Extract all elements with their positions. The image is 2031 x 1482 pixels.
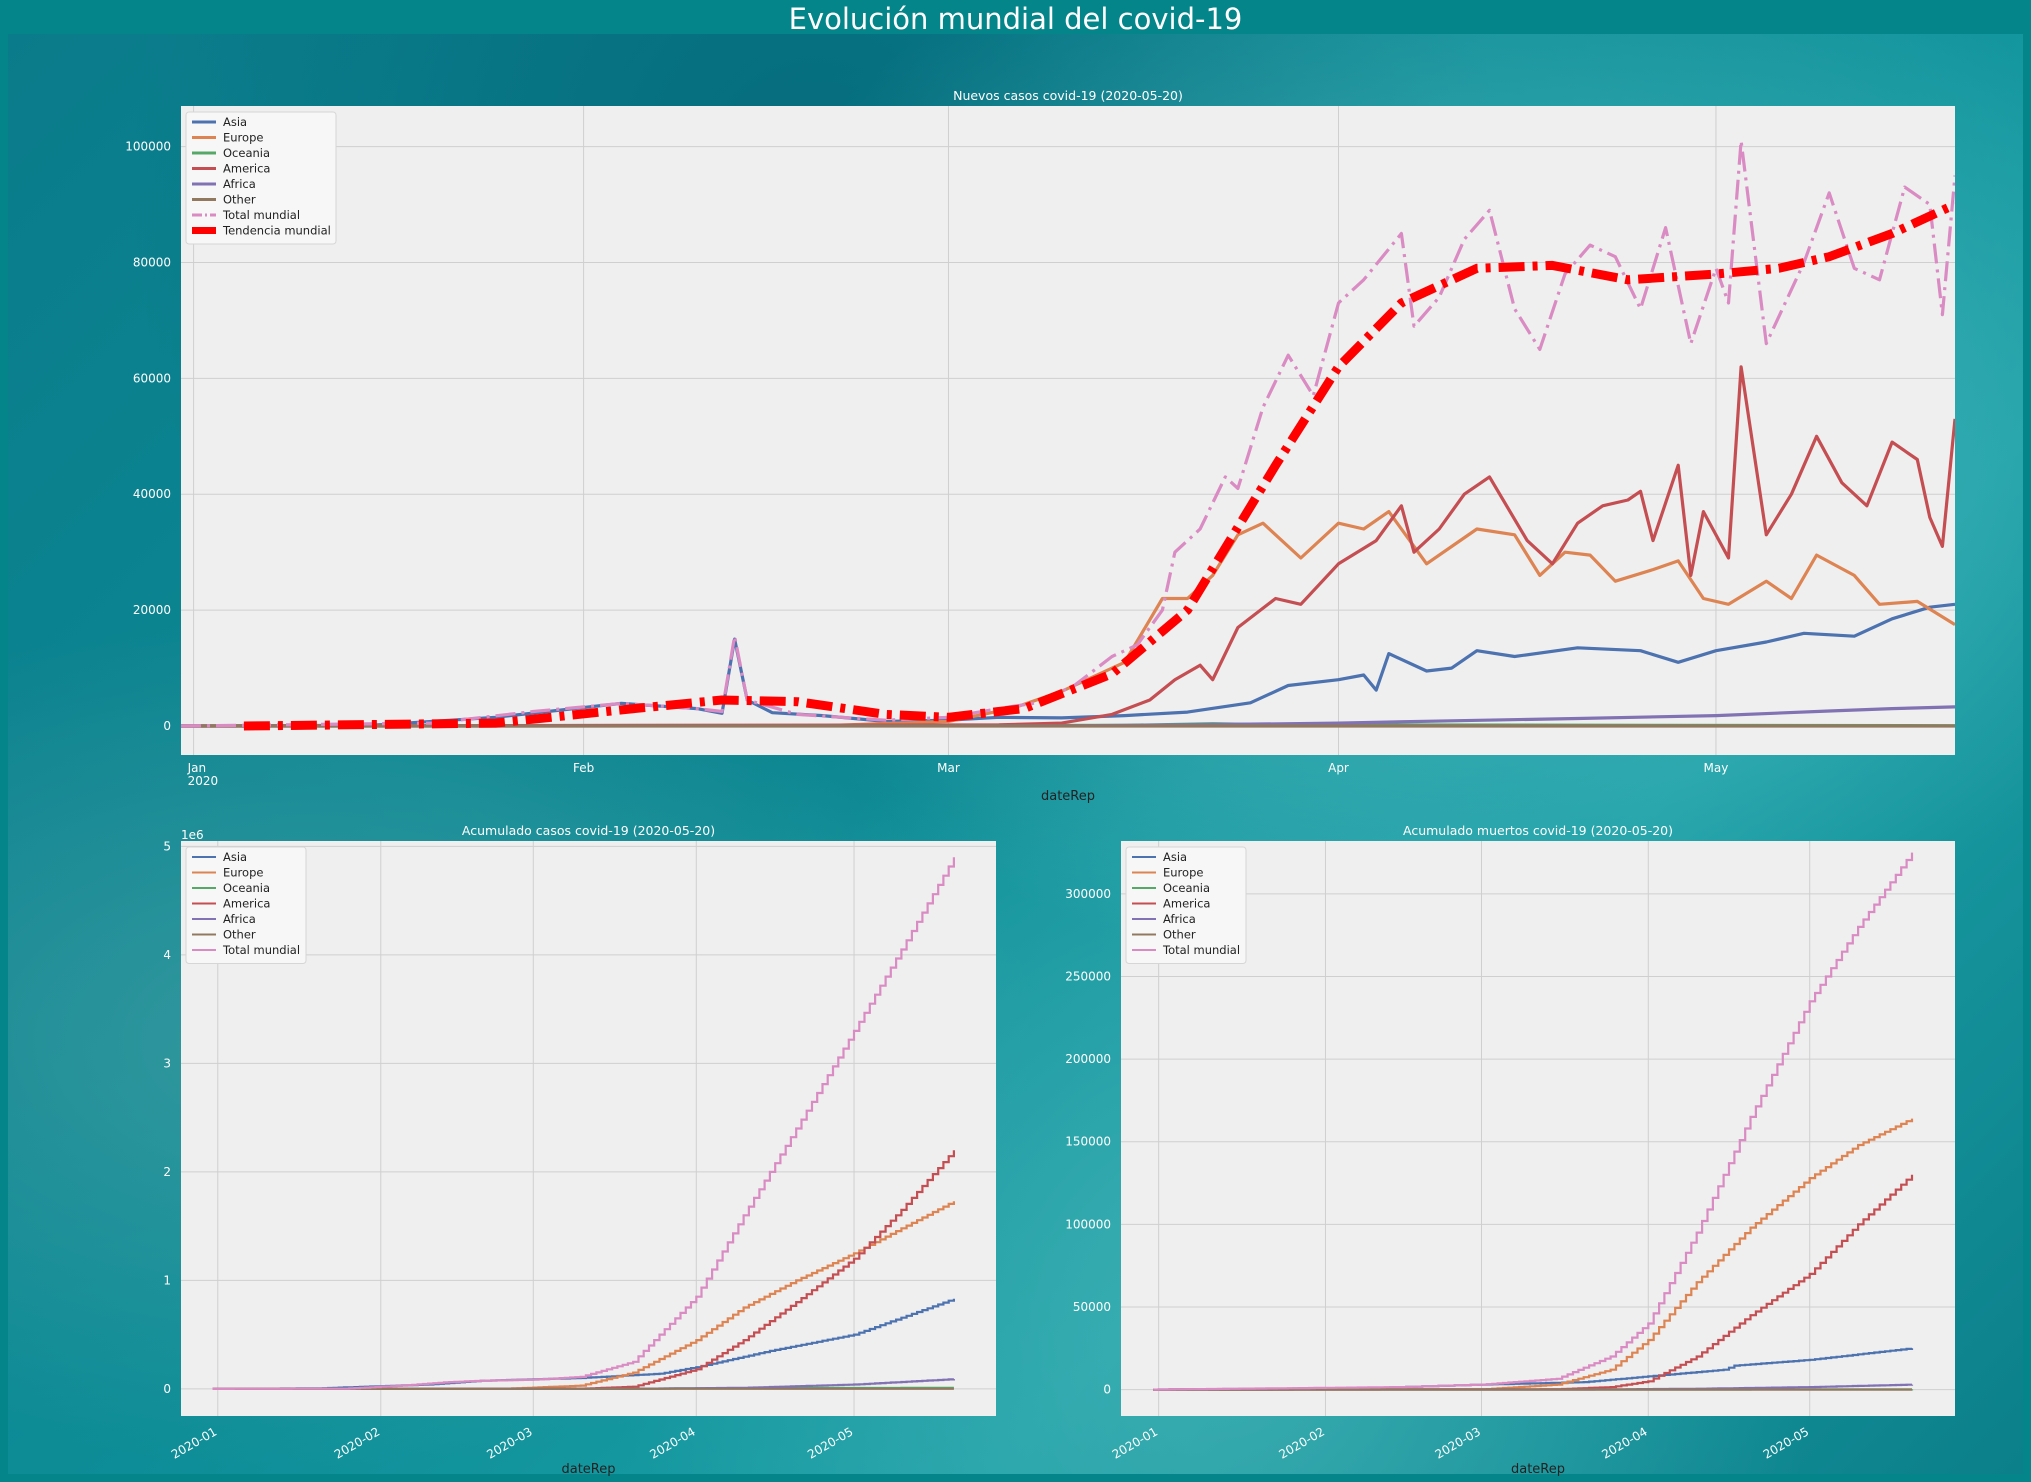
series-group: [1153, 852, 1914, 1391]
legend-label: Asia: [223, 115, 247, 129]
x-tick-sublabel: 2020: [188, 774, 219, 788]
x-tick-label: 2020-04: [1599, 1424, 1649, 1461]
x-axis-label: dateRep: [1511, 1462, 1565, 1477]
y-tick-label: 3: [163, 1056, 171, 1070]
legend-label: Oceania: [223, 146, 270, 160]
x-tick-label: 2020-01: [169, 1424, 219, 1461]
y-tick-label: 250000: [1065, 969, 1111, 983]
legend-label: Oceania: [223, 881, 270, 895]
x-axis-label: dateRep: [561, 1462, 615, 1477]
legend-label: America: [223, 897, 270, 911]
chart-acumulado-casos: 0 1 2 3 4 5 2020-01 2020-02 2020-03 2020-04 2020-0…: [163, 823, 996, 1477]
legend-label: Tendencia mundial: [222, 224, 331, 238]
legend-label: Africa: [1163, 912, 1196, 926]
series-line-total-mundial: [212, 857, 955, 1390]
y-tick-label: 60000: [133, 371, 171, 385]
legend-label: Other: [1163, 928, 1196, 942]
y-tick-label: 5: [163, 839, 171, 853]
series-line-america: [181, 365, 1955, 728]
y-tick-label: 40000: [133, 487, 171, 501]
legend-label: Total mundial: [222, 208, 300, 222]
x-tick-label: 2020-05: [1761, 1424, 1811, 1461]
legend-label: Africa: [223, 912, 256, 926]
legend-label: Total mundial: [222, 943, 300, 957]
legend-label: Total mundial: [1162, 943, 1240, 957]
x-tick-label: 2020-03: [1433, 1424, 1483, 1461]
x-tick-label: Mar: [937, 761, 960, 775]
y-tick-label: 0: [1103, 1383, 1111, 1397]
y-tick-label: 150000: [1065, 1135, 1111, 1149]
legend-label: Asia: [223, 850, 247, 864]
y-tick-label: 300000: [1065, 887, 1111, 901]
y-tick-label: 1: [163, 1273, 171, 1287]
legend-label: Europe: [1163, 866, 1203, 880]
y-tick-label: 100000: [125, 140, 171, 154]
chart-acumulado-muertos: 0 50000 100000 150000 200000 250000 300000 2020…: [1065, 823, 1955, 1477]
chart-title: Acumulado muertos covid-19 (2020-05-20): [1403, 823, 1673, 838]
x-tick-label: 2020-05: [805, 1424, 855, 1461]
legend-label: America: [223, 162, 270, 176]
x-axis-label: dateRep: [1041, 789, 1095, 804]
x-tick-label: 2020-01: [1110, 1424, 1160, 1461]
x-tick-label: Apr: [1328, 761, 1349, 775]
legend-label: Asia: [1163, 850, 1187, 864]
x-tick-label: May: [1704, 761, 1729, 775]
x-tick-label: 2020-02: [332, 1424, 382, 1461]
x-tick-label: 2020-02: [1277, 1424, 1327, 1461]
y-tick-label: 100000: [1065, 1217, 1111, 1231]
y-tick-label: 2: [163, 1165, 171, 1179]
x-tick-label: Feb: [573, 761, 594, 775]
chart-title: Acumulado casos covid-19 (2020-05-20): [462, 823, 715, 838]
plot-area: [1121, 841, 1955, 1416]
y-tick-label: 0: [163, 719, 171, 733]
figure-title: Evolución mundial del covid-19: [788, 2, 1243, 36]
y-tick-label: 200000: [1065, 1052, 1111, 1066]
legend-label: Europe: [223, 131, 263, 145]
y-tick-label: 20000: [133, 603, 171, 617]
legend-label: America: [1163, 897, 1210, 911]
y-tick-label: 50000: [1073, 1300, 1111, 1314]
series-line-europe: [181, 510, 1955, 728]
series-line-total-mundial: [181, 139, 1955, 728]
legend-box: [185, 111, 337, 245]
x-tick-label: Jan: [187, 761, 207, 775]
y-axis-scale-label: 1e6: [181, 828, 204, 842]
plot-area: [181, 841, 996, 1416]
legend-label: Other: [223, 193, 256, 207]
x-tick-label: 2020-04: [647, 1424, 697, 1461]
series-line-total-mundial: [1153, 852, 1914, 1391]
legend-label: Oceania: [1163, 881, 1210, 895]
series-group: [181, 139, 1955, 731]
legend-label: Other: [223, 928, 256, 942]
x-tick-label: 2020-03: [484, 1424, 534, 1461]
series-line-tendencia-mundial: [243, 200, 1955, 731]
plot-area: [181, 106, 1955, 755]
series-group: [212, 857, 955, 1390]
legend-label: Europe: [223, 866, 263, 880]
y-tick-label: 4: [163, 948, 171, 962]
y-tick-label: 0: [163, 1382, 171, 1396]
legend-label: Africa: [223, 177, 256, 191]
y-tick-label: 80000: [133, 255, 171, 269]
chart-title: Nuevos casos covid-19 (2020-05-20): [953, 88, 1183, 103]
